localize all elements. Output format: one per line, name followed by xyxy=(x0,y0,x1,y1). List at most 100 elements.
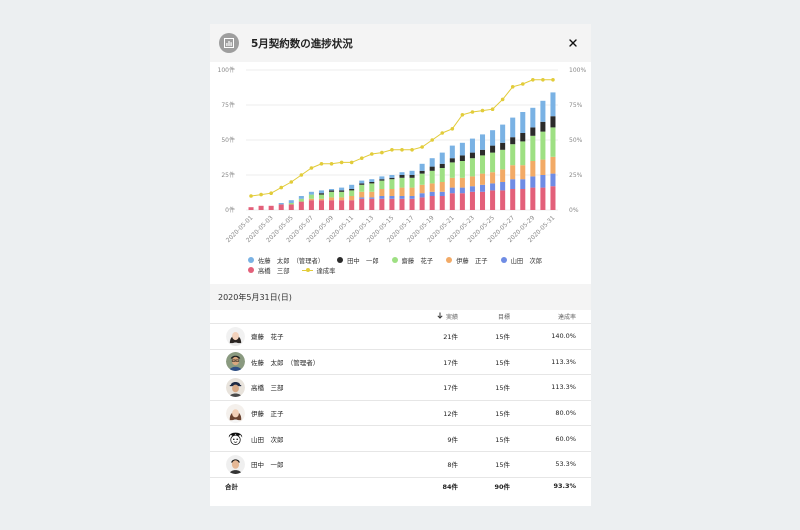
bar-segment-ito[interactable] xyxy=(520,165,526,180)
bar-segment-sato[interactable] xyxy=(278,203,284,205)
bar-segment-takahashi[interactable] xyxy=(490,190,496,210)
bar-segment-sato[interactable] xyxy=(520,112,526,133)
bar-segment-yamada[interactable] xyxy=(459,187,465,194)
rate-point[interactable] xyxy=(500,97,505,102)
bar-segment-tanaka[interactable] xyxy=(329,190,335,192)
bar-segment-yamada[interactable] xyxy=(379,196,385,199)
bar-segment-saito[interactable] xyxy=(399,177,405,188)
rate-point[interactable] xyxy=(470,110,475,114)
bar-segment-yamada[interactable] xyxy=(469,186,475,192)
bar-segment-sato[interactable] xyxy=(490,130,496,146)
bar-segment-saito[interactable] xyxy=(469,158,475,177)
bar-segment-ito[interactable] xyxy=(399,187,405,196)
rate-point[interactable] xyxy=(520,82,525,86)
bar-segment-saito[interactable] xyxy=(490,152,496,173)
header-actual[interactable]: 実績 xyxy=(428,312,458,321)
bar-segment-takahashi[interactable] xyxy=(520,189,526,210)
bar-segment-yamada[interactable] xyxy=(399,196,405,199)
bar-segment-ito[interactable] xyxy=(439,182,445,192)
legend-item-sato[interactable]: 佐藤 太郎 （管理者） xyxy=(248,256,324,265)
bar-segment-sato[interactable] xyxy=(369,179,375,182)
bar-segment-saito[interactable] xyxy=(429,170,435,184)
bar-segment-takahashi[interactable] xyxy=(248,207,254,210)
bar-segment-tanaka[interactable] xyxy=(520,133,526,142)
bar-segment-yamada[interactable] xyxy=(550,173,556,187)
bar-segment-tanaka[interactable] xyxy=(409,175,415,178)
bar-segment-sato[interactable] xyxy=(459,142,465,156)
bar-segment-sato[interactable] xyxy=(308,191,314,195)
rate-point[interactable] xyxy=(420,145,424,149)
rate-point[interactable] xyxy=(289,180,294,184)
bar-segment-ito[interactable] xyxy=(480,173,486,185)
bar-segment-takahashi[interactable] xyxy=(449,193,455,210)
bar-segment-takahashi[interactable] xyxy=(318,200,324,210)
bar-segment-ito[interactable] xyxy=(459,177,465,188)
bar-segment-ito[interactable] xyxy=(419,184,425,194)
bar-segment-saito[interactable] xyxy=(419,173,425,185)
rate-point[interactable] xyxy=(329,162,334,166)
rate-point[interactable] xyxy=(440,131,445,135)
bar-segment-takahashi[interactable] xyxy=(389,198,395,210)
bar-segment-tanaka[interactable] xyxy=(500,142,506,150)
bar-segment-takahashi[interactable] xyxy=(288,204,294,210)
bar-segment-yamada[interactable] xyxy=(520,179,526,189)
bar-segment-saito[interactable] xyxy=(520,141,526,166)
bar-segment-sato[interactable] xyxy=(318,190,324,194)
rate-point[interactable] xyxy=(450,127,455,131)
bar-segment-sato[interactable] xyxy=(298,196,304,199)
bar-segment-sato[interactable] xyxy=(359,180,365,184)
bar-segment-saito[interactable] xyxy=(439,168,445,182)
bar-segment-yamada[interactable] xyxy=(429,191,435,196)
legend-item-saito[interactable]: 齋藤 花子 xyxy=(391,256,433,265)
bar-segment-tanaka[interactable] xyxy=(439,163,445,168)
bar-segment-takahashi[interactable] xyxy=(469,191,475,210)
bar-segment-sato[interactable] xyxy=(439,152,445,164)
bar-segment-ito[interactable] xyxy=(429,183,435,192)
rate-point[interactable] xyxy=(339,160,344,165)
bar-segment-sato[interactable] xyxy=(329,189,335,191)
bar-segment-saito[interactable] xyxy=(329,191,335,198)
bar-segment-yamada[interactable] xyxy=(540,175,546,188)
rate-point[interactable] xyxy=(541,78,545,82)
bar-segment-saito[interactable] xyxy=(500,149,506,170)
legend-item-ito[interactable]: 伊藤 正子 xyxy=(446,256,488,265)
bar-segment-yamada[interactable] xyxy=(369,197,375,199)
bar-segment-yamada[interactable] xyxy=(480,184,486,192)
bar-segment-takahashi[interactable] xyxy=(530,187,536,210)
bar-segment-saito[interactable] xyxy=(409,177,415,188)
rate-point[interactable] xyxy=(410,148,414,152)
bar-segment-ito[interactable] xyxy=(550,156,556,174)
rate-point[interactable] xyxy=(279,185,284,190)
bar-segment-sato[interactable] xyxy=(429,158,435,167)
bar-segment-takahashi[interactable] xyxy=(359,198,365,210)
bar-segment-ito[interactable] xyxy=(359,191,365,198)
bar-segment-sato[interactable] xyxy=(399,172,405,175)
rate-point[interactable] xyxy=(259,192,263,197)
bar-segment-sato[interactable] xyxy=(419,163,425,171)
bar-segment-tanaka[interactable] xyxy=(510,137,516,145)
bar-segment-tanaka[interactable] xyxy=(339,190,345,192)
bar-segment-takahashi[interactable] xyxy=(500,190,506,210)
bar-segment-ito[interactable] xyxy=(530,161,536,177)
bar-segment-tanaka[interactable] xyxy=(389,177,395,180)
bar-segment-tanaka[interactable] xyxy=(399,175,405,178)
bar-segment-takahashi[interactable] xyxy=(308,200,314,210)
bar-segment-sato[interactable] xyxy=(339,187,345,191)
bar-segment-tanaka[interactable] xyxy=(369,182,375,184)
bar-segment-takahashi[interactable] xyxy=(278,204,284,210)
bar-segment-ito[interactable] xyxy=(379,189,385,196)
table-row[interactable]: 伊藤 正子 12件 15件 80.0% xyxy=(210,401,591,427)
bar-segment-takahashi[interactable] xyxy=(459,193,465,210)
bar-segment-sato[interactable] xyxy=(288,200,294,203)
bar-segment-tanaka[interactable] xyxy=(490,145,496,153)
bar-segment-saito[interactable] xyxy=(288,203,294,205)
bar-segment-yamada[interactable] xyxy=(419,193,425,198)
bar-segment-sato[interactable] xyxy=(480,134,486,150)
rate-point[interactable] xyxy=(309,166,314,170)
bar-segment-yamada[interactable] xyxy=(500,182,506,191)
rate-point[interactable] xyxy=(349,160,354,165)
bar-segment-takahashi[interactable] xyxy=(510,189,516,210)
table-row[interactable]: 高橋 三部 17件 15件 113.3% xyxy=(210,375,591,401)
bar-segment-yamada[interactable] xyxy=(530,176,536,188)
bar-segment-tanaka[interactable] xyxy=(419,170,425,174)
